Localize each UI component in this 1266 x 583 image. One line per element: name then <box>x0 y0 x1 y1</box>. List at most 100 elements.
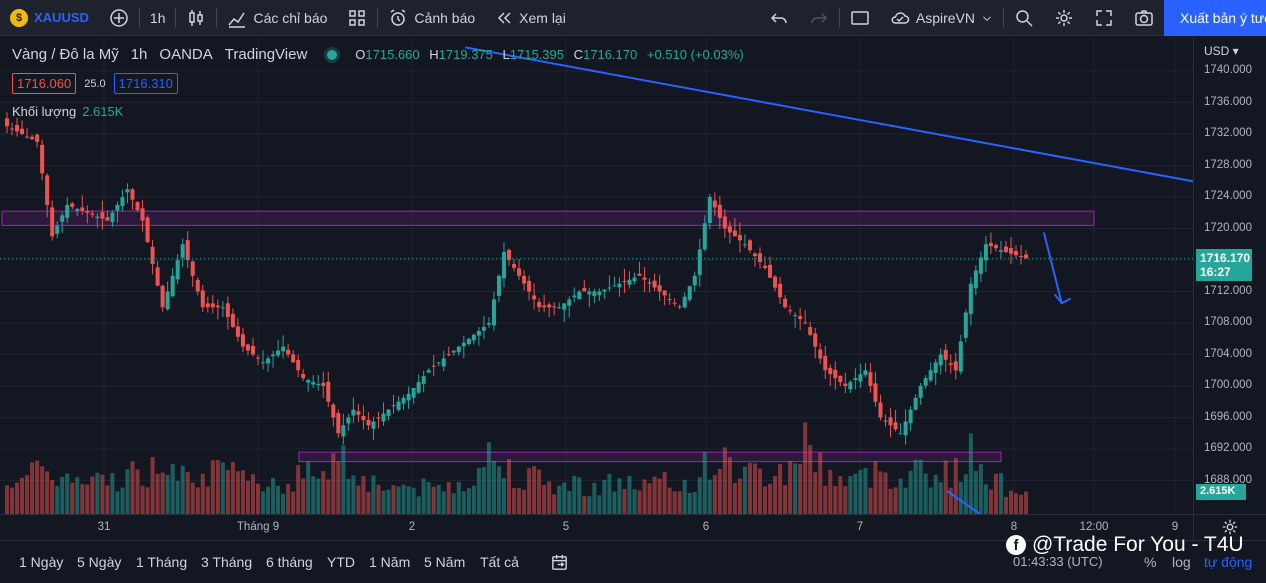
range-6m[interactable]: 6 tháng <box>266 554 313 570</box>
range-ytd[interactable]: YTD <box>327 554 355 570</box>
volume-bar <box>667 487 672 514</box>
candle-body <box>250 345 255 355</box>
price-tick: 1696.000 <box>1204 410 1252 423</box>
price-tick: 1688.000 <box>1204 473 1252 486</box>
volume-bar <box>1003 497 1008 514</box>
layout-menu[interactable]: AspireVN <box>880 0 1003 36</box>
volume-bar <box>522 489 527 514</box>
candle-body <box>682 296 687 308</box>
volume-bar <box>813 472 818 514</box>
log-toggle[interactable]: log <box>1172 554 1191 570</box>
volume-bar <box>381 490 386 514</box>
volume-bar <box>25 475 30 514</box>
candle-body <box>717 204 722 218</box>
chart-pane[interactable]: Vàng / Đô la Mỹ 1h OANDA TradingView O17… <box>0 37 1193 514</box>
candle-body <box>175 260 180 280</box>
time-tick: Tháng 9 <box>236 521 280 533</box>
price-tick: 1700.000 <box>1204 379 1252 391</box>
auto-scale-toggle[interactable]: tự động <box>1204 554 1253 570</box>
candle-body <box>411 387 416 398</box>
volume-bar <box>747 462 752 514</box>
volume-bar <box>637 490 642 514</box>
templates-button[interactable] <box>337 0 377 36</box>
range-5d[interactable]: 5 Ngày <box>77 554 122 570</box>
price-tick: 1728.000 <box>1204 158 1252 171</box>
volume-bar <box>35 460 40 514</box>
indicators-button[interactable]: Các chỉ báo <box>217 0 337 36</box>
snapshot-button[interactable] <box>1124 0 1164 36</box>
candle-body <box>642 277 647 280</box>
candle-body <box>431 365 436 367</box>
candle-body <box>155 267 160 286</box>
volume-bar <box>793 463 798 514</box>
candle-body <box>737 235 742 241</box>
candle-body <box>763 265 768 268</box>
fullscreen-select-button[interactable] <box>840 0 880 36</box>
time-axis[interactable]: 31 Tháng 9 2 5 6 7 8 12:00 9 <box>0 514 1193 540</box>
settings-button[interactable] <box>1044 0 1084 36</box>
alert-button[interactable]: Cảnh báo <box>378 0 485 36</box>
volume-bar <box>1014 493 1019 514</box>
candle-body <box>788 310 793 312</box>
candle-body <box>210 303 215 308</box>
candle-body <box>577 291 582 300</box>
currency-selector[interactable]: USD ▾ <box>1204 44 1239 58</box>
volume-bar <box>512 488 517 514</box>
percent-toggle[interactable]: % <box>1144 554 1157 570</box>
candle-body <box>943 349 948 360</box>
candle-body <box>697 249 702 275</box>
volume-bar <box>75 477 80 514</box>
utc-clock[interactable]: 01:43:33 (UTC) <box>1013 554 1103 569</box>
volume-bar <box>210 460 215 514</box>
candle-body <box>567 299 572 306</box>
candle-body <box>20 128 25 134</box>
search-icon <box>1016 9 1033 27</box>
range-3m[interactable]: 3 Tháng <box>201 554 253 570</box>
range-1y[interactable]: 1 Năm <box>369 554 411 570</box>
replay-button[interactable]: Xem lại <box>485 0 576 36</box>
go-to-date-icon[interactable] <box>550 553 569 572</box>
search-button[interactable] <box>1004 0 1044 36</box>
buy-price-button[interactable]: 1716.310 <box>113 73 178 94</box>
candle-body <box>963 312 968 338</box>
volume-bar <box>150 457 155 514</box>
volume-bar <box>326 479 331 514</box>
volume-bar <box>788 460 793 514</box>
volume-bar <box>818 452 823 514</box>
candle-body <box>883 420 888 422</box>
chart-type-button[interactable] <box>176 0 216 36</box>
range-1m[interactable]: 1 Tháng <box>136 554 188 570</box>
candle-body <box>140 208 145 221</box>
volume-bar <box>737 478 742 514</box>
market-status-icon[interactable] <box>327 49 338 60</box>
candle-body <box>85 210 90 213</box>
publish-idea-button[interactable]: Xuất bản ý tưởng <box>1164 0 1266 36</box>
volume-bar <box>572 475 577 514</box>
candle-body <box>215 305 220 308</box>
symbol-search[interactable]: $ XAUUSD <box>0 0 99 36</box>
candle-body <box>592 291 597 297</box>
price-axis[interactable]: USD ▾ 1740.000 1736.000 1732.000 1728.000 17… <box>1193 37 1266 514</box>
range-1d[interactable]: 1 Ngày <box>19 554 64 570</box>
candle-body <box>908 409 913 424</box>
candle-body <box>491 299 496 326</box>
candle-body <box>296 360 301 371</box>
price-chart[interactable] <box>0 37 1193 514</box>
candle-body <box>512 264 517 268</box>
fullscreen-button[interactable] <box>1084 0 1124 36</box>
compare-button[interactable] <box>99 0 139 36</box>
undo-button[interactable] <box>759 0 799 36</box>
candle-body <box>306 380 311 383</box>
range-5y[interactable]: 5 Năm <box>424 554 466 570</box>
volume-bar <box>582 495 587 514</box>
interval-button[interactable]: 1h <box>149 9 166 26</box>
candle-body <box>863 370 868 375</box>
candle-body <box>316 384 321 386</box>
range-all[interactable]: Tất cả <box>480 554 519 570</box>
watermark-text: @Trade For You - T4U <box>1032 533 1244 556</box>
redo-button[interactable] <box>799 0 839 36</box>
axis-settings-button[interactable] <box>1193 514 1266 540</box>
volume-bar <box>1019 494 1024 514</box>
volume-bar <box>135 469 140 514</box>
sell-price-button[interactable]: 1716.060 <box>12 73 77 94</box>
